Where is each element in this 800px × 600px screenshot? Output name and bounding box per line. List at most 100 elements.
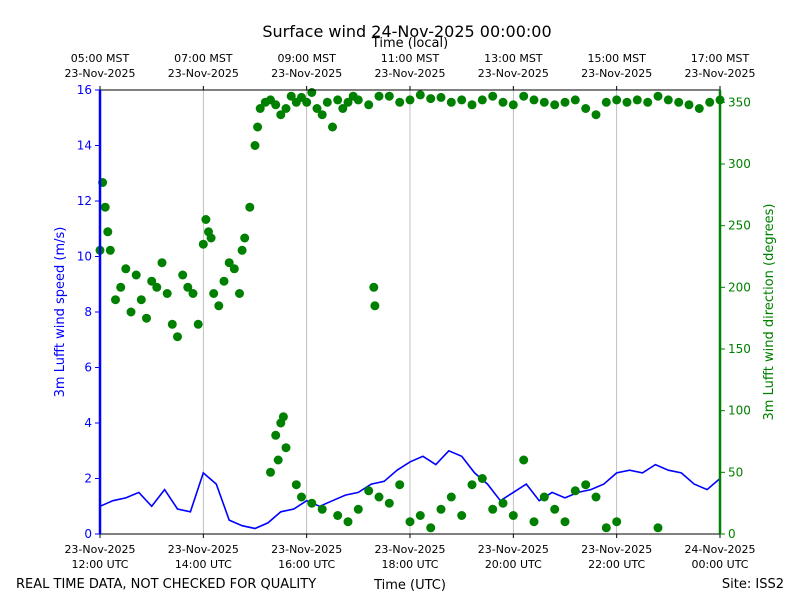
wind-direction-point <box>281 443 291 453</box>
site-label: Site: ISS2 <box>722 577 784 592</box>
wind-direction-point <box>405 517 415 527</box>
wind-direction-point <box>328 122 337 132</box>
top-tick-date: 23-Nov-2025 <box>64 67 135 80</box>
top-tick-time: 07:00 MST <box>174 52 233 65</box>
wind-direction-point <box>353 95 363 105</box>
right-tick-label: 300 <box>728 157 751 171</box>
wind-direction-point <box>684 100 694 110</box>
wind-direction-point <box>307 88 317 97</box>
x-tick-date: 23-Nov-2025 <box>374 543 445 556</box>
wind-direction-point <box>560 97 570 107</box>
left-axis-ticks: 0 2 4 6 8 10 12 14 16 <box>77 83 100 541</box>
x-tick-time: 18:00 UTC <box>381 558 438 571</box>
top-tick-date: 23-Nov-2025 <box>271 67 342 80</box>
wind-direction-point <box>103 227 113 237</box>
wind-direction-point <box>560 517 570 527</box>
wind-direction-point <box>601 97 611 107</box>
wind-direction-point <box>147 276 157 286</box>
wind-direction-point <box>364 486 374 496</box>
left-tick-label: 12 <box>77 194 92 208</box>
left-tick-label: 0 <box>84 527 92 541</box>
wind-direction-point <box>529 95 539 105</box>
wind-direction-point <box>519 91 529 101</box>
wind-direction-point <box>519 455 529 465</box>
x-tick-date: 23-Nov-2025 <box>478 543 549 556</box>
wind-direction-point <box>253 122 263 132</box>
wind-direction-point <box>508 100 518 110</box>
left-tick-label: 10 <box>77 250 92 264</box>
wind-direction-point <box>477 95 487 105</box>
wind-direction-point <box>612 95 622 105</box>
wind-direction-point <box>198 239 208 249</box>
top-axis-ticks: 05:00 MST 23-Nov-2025 07:00 MST 23-Nov-2025… <box>64 52 756 90</box>
wind-direction-point <box>550 100 560 110</box>
wind-direction-point <box>426 94 436 104</box>
x-tick-date: 23-Nov-2025 <box>581 543 652 556</box>
top-tick-time: 05:00 MST <box>71 52 130 65</box>
wind-direction-point <box>343 517 353 527</box>
left-tick-label: 8 <box>84 305 92 319</box>
top-tick-time: 15:00 MST <box>587 52 646 65</box>
wind-direction-point <box>206 233 216 243</box>
wind-direction-point <box>250 141 260 150</box>
wind-direction-point <box>266 467 275 477</box>
top-tick-time: 17:00 MST <box>691 52 750 65</box>
wind-direction-point <box>111 295 120 305</box>
wind-direction-point <box>529 517 539 527</box>
wind-direction-point <box>581 104 591 113</box>
wind-direction-point <box>674 97 684 107</box>
wind-direction-point <box>312 104 322 113</box>
wind-direction-point <box>317 504 327 514</box>
wind-direction-point <box>384 498 394 508</box>
x-tick-time: 12:00 UTC <box>71 558 128 571</box>
wind-direction-point <box>273 455 283 465</box>
wind-direction-point <box>539 492 549 502</box>
top-axis-label: Time (local) <box>371 36 448 51</box>
top-tick-date: 23-Nov-2025 <box>478 67 549 80</box>
wind-direction-point <box>229 264 239 274</box>
wind-direction-point <box>601 523 611 533</box>
wind-direction-point <box>415 90 425 100</box>
wind-direction-point <box>591 110 601 120</box>
wind-direction-point <box>653 523 663 533</box>
x-tick-date: 23-Nov-2025 <box>168 543 239 556</box>
wind-direction-point <box>581 480 591 490</box>
wind-direction-point <box>405 95 415 105</box>
x-axis-label: Time (UTC) <box>373 578 446 593</box>
left-tick-label: 6 <box>84 361 92 375</box>
quality-disclaimer: REAL TIME DATA, NOT CHECKED FOR QUALITY <box>16 577 316 592</box>
wind-direction-point <box>632 95 642 105</box>
left-tick-label: 14 <box>77 139 92 153</box>
wind-speed-series-line <box>99 449 721 530</box>
wind-direction-point <box>271 430 281 440</box>
wind-direction-point <box>100 202 110 212</box>
wind-direction-point <box>467 100 477 110</box>
wind-direction-point <box>370 301 380 311</box>
top-tick-date: 23-Nov-2025 <box>374 67 445 80</box>
top-tick-date: 23-Nov-2025 <box>581 67 652 80</box>
right-tick-label: 50 <box>728 465 743 479</box>
wind-direction-point <box>705 97 715 107</box>
wind-direction-point <box>663 95 673 105</box>
right-axis-label: 3m Lufft wind direction (degrees) <box>762 204 777 421</box>
wind-direction-point <box>105 245 115 255</box>
wind-direction-point <box>374 492 384 502</box>
right-tick-label: 0 <box>728 527 736 541</box>
wind-direction-point <box>131 270 141 280</box>
wind-direction-point <box>237 245 247 255</box>
wind-direction-point <box>477 474 487 483</box>
x-axis-ticks: 23-Nov-2025 12:00 UTC 23-Nov-2025 14:00 UTC… <box>64 534 756 571</box>
right-tick-label: 150 <box>728 342 751 356</box>
wind-direction-point <box>333 95 343 105</box>
right-tick-label: 100 <box>728 404 751 418</box>
wind-direction-point <box>297 492 306 502</box>
wind-direction-point <box>550 504 560 514</box>
left-axis-label: 3m Lufft wind speed (m/s) <box>53 227 68 398</box>
wind-direction-point <box>142 313 151 323</box>
wind-direction-point <box>167 319 177 329</box>
x-tick-date: 24-Nov-2025 <box>684 543 755 556</box>
x-tick-time: 20:00 UTC <box>485 558 542 571</box>
wind-direction-point <box>209 289 219 298</box>
top-tick-date: 23-Nov-2025 <box>168 67 239 80</box>
